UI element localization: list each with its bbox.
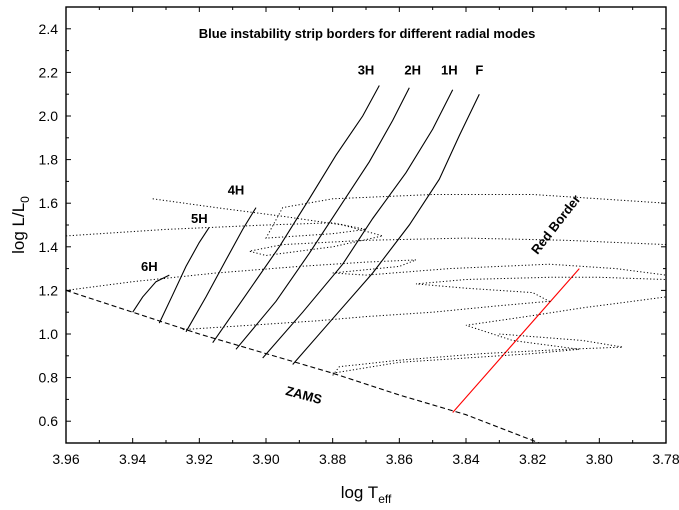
series-2h-line: [235, 87, 410, 350]
annotation-zams: ZAMS: [284, 383, 324, 407]
mode-label-2h: 2H: [404, 63, 421, 78]
x-tick-label: 3.78: [652, 451, 679, 467]
y-tick-label: 1.6: [39, 195, 59, 211]
evolution-track-1: [65, 194, 667, 239]
x-tick-label: 3.86: [386, 451, 413, 467]
y-axis-title-main: log L/L: [9, 203, 28, 254]
series-4h-line: [185, 207, 257, 333]
y-tick-label: 0.6: [39, 413, 59, 429]
series-1h-line: [262, 89, 454, 359]
series-3h-line: [212, 85, 380, 344]
x-tick-label: 3.94: [119, 451, 146, 467]
x-tick-label: 3.88: [319, 451, 346, 467]
x-axis-title-main: log T: [341, 483, 379, 502]
series-zams-line: [65, 289, 540, 444]
series-5h-line: [158, 226, 210, 324]
mode-label-f: F: [475, 63, 483, 78]
evolution-track-6: [332, 333, 623, 376]
annotation-red-border: Red Border: [528, 192, 583, 257]
y-tick-label: 1.0: [39, 326, 59, 342]
mode-label-4h: 4H: [228, 182, 245, 197]
x-tick-label: 3.80: [586, 451, 613, 467]
y-tick-label: 1.4: [39, 239, 59, 255]
x-tick-label: 3.90: [252, 451, 279, 467]
x-tick-label: 3.82: [519, 451, 546, 467]
x-axis-title-sub: eff: [378, 492, 392, 506]
x-tick-label: 3.96: [52, 451, 79, 467]
series-red-border-line: [452, 268, 580, 413]
mode-label-3h: 3H: [358, 63, 375, 78]
evolution-track-4: [182, 276, 667, 331]
y-tick-label: 1.2: [39, 282, 59, 298]
x-axis-title: log Teff: [341, 483, 392, 506]
y-tick-label: 1.8: [39, 152, 59, 168]
evolution-track-2: [152, 198, 667, 257]
ticks-layer: 3.96 3.94 3.92 3.90 3.88 3.86 3.84 3.82 3.80 3.78…: [39, 7, 679, 467]
chart-title: Blue instability strip borders for diffe…: [199, 26, 536, 41]
series-layer: [65, 85, 667, 444]
y-tick-label: 2.2: [39, 64, 59, 80]
x-tick-label: 3.84: [452, 451, 479, 467]
mode-label-1h: 1H: [441, 63, 458, 78]
y-axis-title-sub: 0: [18, 196, 32, 203]
y-tick-label: 2.0: [39, 108, 59, 124]
y-axis-title: log L/L0: [9, 196, 32, 254]
y-tick-label: 0.8: [39, 370, 59, 386]
y-tick-label: 2.4: [39, 21, 59, 37]
x-tick-label: 3.92: [186, 451, 213, 467]
mode-label-6h: 6H: [141, 259, 158, 274]
series-f-line: [292, 93, 480, 365]
mode-label-5h: 5H: [191, 211, 208, 226]
evolution-track-3: [65, 259, 667, 291]
series-6h-line: [132, 274, 170, 313]
